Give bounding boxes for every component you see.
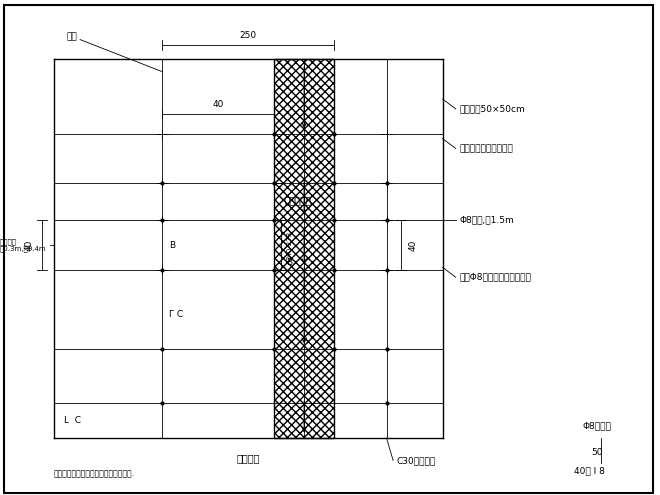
Bar (275, 59, 334, 438)
Text: 240-273: 240-273 (286, 231, 292, 259)
Text: 40／ I 8: 40／ I 8 (574, 467, 605, 476)
Text: 一个单元棚: 一个单元棚 (284, 197, 312, 206)
Text: Φ8锶筋,长1.5m: Φ8锶筋,长1.5m (459, 216, 513, 225)
Text: 小注：图中空白处为拉锐丝网覆盖框帧.: 小注：图中空白处为拉锐丝网覆盖框帧. (53, 470, 135, 479)
Text: Φ8预应钉: Φ8预应钉 (583, 421, 612, 430)
Text: 250: 250 (240, 31, 257, 40)
Text: 40: 40 (213, 100, 224, 109)
Text: 种植草甆50×50cm: 种植草甆50×50cm (459, 104, 525, 113)
Text: 拉锐丝网及三维网框帧: 拉锐丝网及三维网框帧 (459, 144, 513, 153)
Text: 40: 40 (409, 240, 418, 250)
Text: 预埋Φ8字形钉框（拉网用）: 预埋Φ8字形钉框（拉网用） (459, 273, 531, 282)
Text: 板架框梁
厚0.3m,宽0.4m: 板架框梁 厚0.3m,宽0.4m (0, 238, 46, 252)
Text: B: B (169, 241, 175, 249)
Text: B: B (286, 258, 292, 267)
Text: 40: 40 (25, 240, 34, 250)
Text: Γ C: Γ C (169, 310, 183, 319)
Text: L  C: L C (63, 416, 81, 425)
Text: C30混支擂管: C30混支擂管 (397, 456, 436, 465)
Text: 锚杆: 锚杆 (67, 33, 78, 42)
Text: 50: 50 (591, 448, 603, 457)
Text: 边坡平台: 边坡平台 (236, 453, 260, 463)
